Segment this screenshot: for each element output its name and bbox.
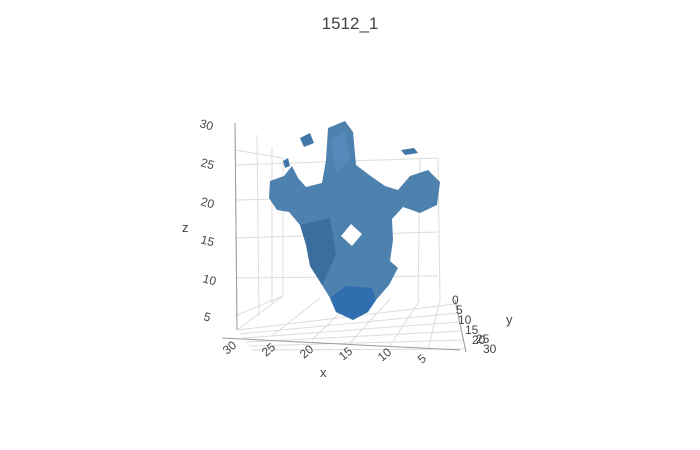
y-tick-label: 30 bbox=[483, 342, 497, 356]
surface-shade-bottom bbox=[330, 286, 376, 320]
surface-fragment-right bbox=[401, 148, 418, 155]
surface-main bbox=[269, 121, 440, 320]
z-tick-label: 10 bbox=[201, 271, 218, 288]
y-tick-label: 10 bbox=[458, 313, 472, 327]
surface-shade-left bbox=[300, 218, 336, 285]
surface-highlight-top bbox=[330, 130, 350, 172]
z-tick-labels: 5 10 15 20 25 30 bbox=[198, 116, 218, 324]
z-tick-label: 5 bbox=[202, 309, 212, 324]
x-tick-label: 30 bbox=[220, 338, 239, 358]
z-tick-label: 25 bbox=[199, 155, 216, 172]
chart-title: 1512_1 bbox=[321, 14, 379, 33]
y-tick-label: 25 bbox=[476, 332, 490, 346]
x-axis-title: x bbox=[320, 365, 327, 380]
y-tick-label: 20 bbox=[472, 333, 486, 347]
surface-hole bbox=[341, 224, 362, 246]
surface-fragment-small bbox=[283, 158, 290, 168]
isosurface-mesh bbox=[269, 121, 440, 320]
surface-fragment-left bbox=[300, 133, 314, 147]
x-tick-label: 25 bbox=[259, 340, 278, 360]
z-tick-label: 30 bbox=[198, 116, 215, 133]
y-axis-title: y bbox=[506, 312, 513, 327]
y-tick-label: 0 bbox=[452, 293, 459, 307]
z-axis-title: z bbox=[182, 220, 189, 235]
z-tick-label: 15 bbox=[199, 232, 216, 249]
x-tick-label: 10 bbox=[375, 345, 394, 365]
y-tick-label: 15 bbox=[465, 323, 479, 337]
x-tick-label: 5 bbox=[415, 351, 429, 366]
axis-lines bbox=[221, 122, 467, 353]
y-tick-label: 5 bbox=[456, 303, 463, 317]
z-tick-label: 20 bbox=[199, 194, 216, 211]
x-tick-label: 15 bbox=[336, 344, 355, 364]
